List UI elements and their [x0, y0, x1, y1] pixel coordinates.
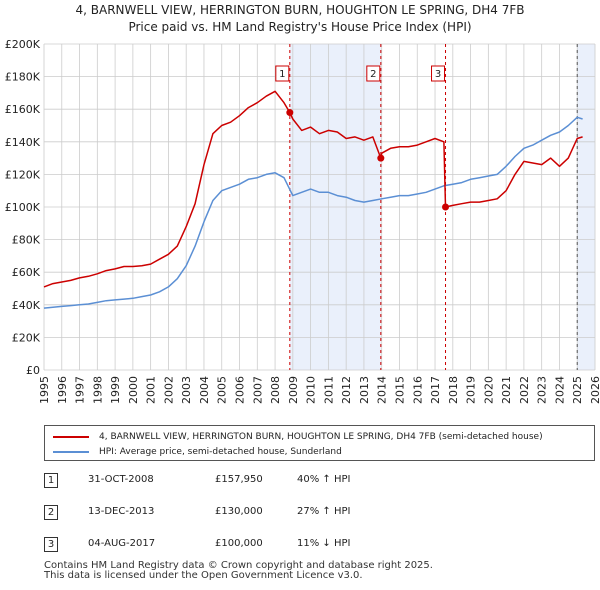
- legend-label-hpi: HPI: Average price, semi-detached house,…: [99, 447, 342, 457]
- y-axis-ticks: £0 £20K £40K £60K £80K £100K £120K £140K £160K £1…: [5, 38, 41, 377]
- sale-number-badge: 3: [44, 537, 58, 552]
- y-tick-label: £200K: [5, 38, 41, 51]
- y-tick-label: £0: [26, 364, 40, 377]
- sale-row: 2 13-DEC-2013 £130,000 27% ↑ HPI: [44, 505, 444, 521]
- sale-marker-box: [275, 65, 290, 82]
- gridlines: [43, 43, 596, 371]
- sale-marker-badge: 3: [431, 65, 446, 82]
- legend-label-property: 4, BARNWELL VIEW, HERRINGTON BURN, HOUGH…: [99, 432, 543, 442]
- y-tick-label: £80K: [12, 234, 41, 247]
- legend-swatch-property: [53, 436, 89, 438]
- x-tick-label: 2020: [482, 376, 495, 404]
- x-tick-label: 2010: [305, 376, 318, 404]
- y-tick-label: £140K: [5, 136, 41, 149]
- y-tick-label: £20K: [12, 331, 41, 344]
- x-tick-label: 2006: [234, 376, 247, 404]
- x-tick-label: 2000: [127, 376, 140, 404]
- hpi-line: [43, 116, 583, 309]
- y-tick-label: £160K: [5, 103, 41, 116]
- chart-title-line1: 4, BARNWELL VIEW, HERRINGTON BURN, HOUGH…: [75, 3, 525, 17]
- sale-hpi-change: 27% ↑ HPI: [297, 506, 351, 517]
- sale-date: 31-OCT-2008: [88, 474, 154, 485]
- sale-marker-labels: 1 2 3: [275, 65, 446, 82]
- x-tick-label: 2014: [376, 376, 389, 404]
- x-tick-label: 2001: [145, 376, 158, 404]
- x-tick-label: 2019: [465, 376, 478, 404]
- footer-attribution: Contains HM Land Registry data © Crown c…: [44, 561, 433, 581]
- x-tick-label: 2026: [589, 376, 600, 404]
- sale-point: [377, 154, 385, 162]
- y-tick-label: £100K: [5, 201, 41, 214]
- series-lines: [43, 90, 583, 309]
- x-tick-label: 2015: [393, 376, 406, 404]
- x-tick-label: 2004: [198, 376, 211, 404]
- x-tick-label: 2002: [162, 376, 175, 404]
- footer-licence: This data is licensed under the Open Gov…: [44, 570, 363, 581]
- x-axis-ticks: 1995 1996 1997 1998 1999 2000 2001 2002 2003 2004…: [38, 376, 600, 404]
- x-tick-label: 2017: [429, 376, 442, 404]
- x-tick-label: 2003: [180, 376, 193, 404]
- chart-legend: 4, BARNWELL VIEW, HERRINGTON BURN, HOUGH…: [44, 425, 595, 461]
- sale-row: 1 31-OCT-2008 £157,950 40% ↑ HPI: [44, 473, 444, 489]
- sale-point: [442, 203, 450, 211]
- sale-points: [286, 109, 450, 211]
- x-tick-label: 2022: [518, 376, 531, 404]
- x-tick-label: 2005: [216, 376, 229, 404]
- legend-item-property: 4, BARNWELL VIEW, HERRINGTON BURN, HOUGH…: [53, 430, 543, 444]
- x-tick-label: 2024: [553, 376, 566, 404]
- property-price-line: [43, 90, 583, 288]
- y-tick-label: £120K: [5, 168, 41, 181]
- sale-date: 13-DEC-2013: [88, 506, 155, 517]
- sale-number-badge: 1: [44, 473, 58, 488]
- sale-marker-badge: 1: [275, 65, 290, 82]
- chart-area: 1 2 3 £0 £20K £40K £60K £80K £100K £120K £140K £16…: [5, 38, 600, 404]
- x-tick-label: 1995: [38, 376, 51, 404]
- x-tick-label: 2021: [500, 376, 513, 404]
- sale-hpi-change: 40% ↑ HPI: [297, 474, 351, 485]
- x-tick-label: 1997: [74, 376, 87, 404]
- sale-number-badge: 2: [44, 505, 58, 520]
- sale-marker-label: 2: [370, 69, 376, 80]
- sale-price: £130,000: [215, 506, 263, 517]
- sale-hpi-change: 11% ↓ HPI: [297, 538, 351, 549]
- sale-price: £157,950: [215, 474, 263, 485]
- x-tick-label: 2012: [340, 376, 353, 404]
- legend-swatch-hpi: [53, 451, 89, 453]
- x-tick-label: 2007: [251, 376, 264, 404]
- x-tick-label: 2013: [358, 376, 371, 404]
- x-tick-label: 2009: [287, 376, 300, 404]
- x-tick-label: 1999: [109, 376, 122, 404]
- sale-marker-badge: 2: [366, 65, 381, 82]
- chart-title: 4, BARNWELL VIEW, HERRINGTON BURN, HOUGH…: [0, 2, 600, 36]
- chart-subtitle: Price paid vs. HM Land Registry's House …: [128, 20, 472, 34]
- sale-marker-label: 1: [279, 69, 285, 80]
- x-tick-label: 2025: [571, 376, 584, 404]
- sale-date: 04-AUG-2017: [88, 538, 156, 549]
- x-tick-label: 1998: [91, 376, 104, 404]
- sale-row: 3 04-AUG-2017 £100,000 11% ↓ HPI: [44, 537, 444, 553]
- sale-marker-box: [431, 65, 446, 82]
- legend-item-hpi: HPI: Average price, semi-detached house,…: [53, 445, 342, 459]
- y-tick-label: £40K: [12, 299, 41, 312]
- x-tick-label: 2018: [447, 376, 460, 404]
- sale-marker-box: [366, 65, 381, 82]
- x-tick-label: 2023: [536, 376, 549, 404]
- x-tick-label: 2016: [411, 376, 424, 404]
- sale-point: [286, 109, 294, 117]
- footer-copyright: Contains HM Land Registry data © Crown c…: [44, 560, 433, 571]
- y-tick-label: £60K: [12, 266, 41, 279]
- y-tick-label: £180K: [5, 71, 41, 84]
- sale-price: £100,000: [215, 538, 263, 549]
- sale-marker-label: 3: [435, 69, 441, 80]
- x-tick-label: 2011: [322, 376, 335, 404]
- x-tick-label: 2008: [269, 376, 282, 404]
- x-tick-label: 1996: [56, 376, 69, 404]
